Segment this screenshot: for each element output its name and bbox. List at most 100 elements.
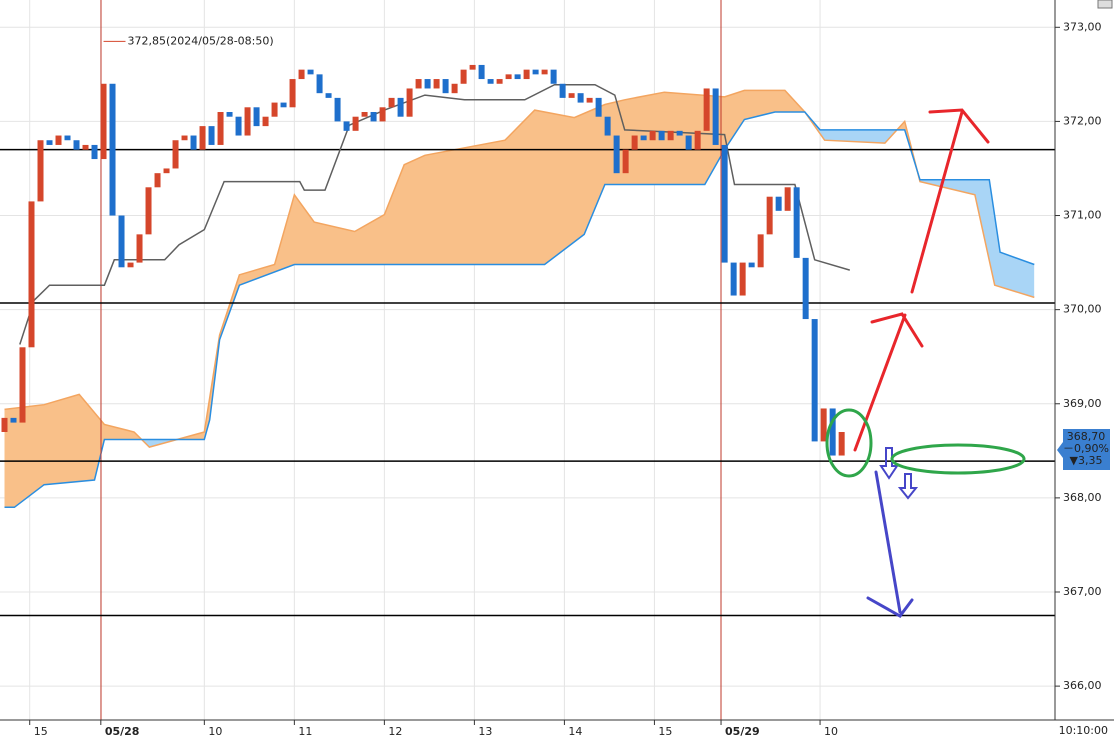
candle <box>496 79 503 84</box>
x-tick-label: 05/29 <box>725 725 760 738</box>
candle <box>118 215 125 268</box>
candle <box>541 69 548 75</box>
x-tick-label: 12 <box>388 725 402 738</box>
candle <box>721 144 728 263</box>
candle <box>46 140 53 145</box>
candle <box>424 79 431 89</box>
span-b-line <box>4 111 1035 509</box>
x-tick-label: 14 <box>568 725 582 738</box>
candle <box>235 116 242 136</box>
candle <box>829 408 836 456</box>
candle <box>388 97 395 108</box>
candle <box>397 97 404 117</box>
candle <box>802 257 809 320</box>
candle <box>163 168 170 174</box>
candle <box>523 69 530 80</box>
x-tick-label: 13 <box>478 725 492 738</box>
candle <box>181 135 188 141</box>
candle <box>271 102 278 117</box>
candle <box>109 83 116 216</box>
x-tick-label: 15 <box>658 725 672 738</box>
candle <box>127 262 134 268</box>
candle <box>343 121 350 131</box>
x-tick-label: 10 <box>824 725 838 738</box>
candle <box>379 107 386 122</box>
candle <box>712 88 719 145</box>
annotation-label: 372,85(2024/05/28-08:50) <box>128 34 274 47</box>
candle <box>190 135 197 150</box>
candle <box>73 140 80 150</box>
candle <box>1 417 8 432</box>
candle <box>334 97 341 122</box>
y-tick-label: 371,00 <box>1063 209 1102 222</box>
y-tick-label: 370,00 <box>1063 303 1102 316</box>
red-arrow <box>910 108 990 294</box>
candle <box>469 64 476 70</box>
candle <box>532 69 539 75</box>
price-change: －0,90% <box>1063 442 1109 455</box>
candle <box>442 79 449 94</box>
blue-small-arrow <box>897 473 919 500</box>
candle <box>325 93 332 98</box>
candle <box>622 149 629 174</box>
candle <box>262 116 269 127</box>
y-tick-label: 373,00 <box>1063 20 1102 33</box>
candle <box>154 173 161 188</box>
candle <box>280 102 287 108</box>
candle <box>307 69 314 75</box>
candle <box>64 135 71 141</box>
candle <box>478 64 485 80</box>
candle <box>739 262 746 296</box>
candle <box>217 112 224 145</box>
candle <box>793 187 800 258</box>
candle <box>145 187 152 235</box>
plot: 372,85(2024/05/28-08:50) <box>0 34 1055 617</box>
time-label: 10:10:00 <box>1059 724 1108 737</box>
corner-icon[interactable] <box>1097 0 1113 9</box>
candle <box>568 93 575 98</box>
candle <box>505 74 512 80</box>
candle <box>82 144 89 150</box>
x-tick-label: 11 <box>298 725 312 738</box>
price-label: 368,70 <box>1067 430 1106 443</box>
candle <box>577 93 584 103</box>
candle <box>559 83 566 98</box>
candle <box>703 88 710 131</box>
blue-small-arrow <box>879 447 899 480</box>
candle <box>460 69 467 84</box>
candle <box>55 135 62 145</box>
candle <box>433 79 440 89</box>
candle <box>487 79 494 84</box>
candle <box>253 107 260 127</box>
candle <box>640 135 647 141</box>
x-tick-label: 15 <box>34 725 48 738</box>
candle <box>586 97 593 103</box>
candle <box>199 126 206 150</box>
candle <box>595 97 602 117</box>
candle <box>514 74 521 80</box>
y-tick-label: 368,00 <box>1063 491 1102 504</box>
candle <box>361 112 368 117</box>
hand-drawings <box>825 108 1026 618</box>
y-tick-label: 366,00 <box>1063 679 1102 692</box>
candle <box>730 262 737 296</box>
candle <box>550 69 557 84</box>
candle <box>415 79 422 89</box>
candle <box>838 432 845 456</box>
y-tick-label: 369,00 <box>1063 397 1102 410</box>
candle <box>91 144 98 160</box>
candle <box>748 262 755 268</box>
y-tick-label: 372,00 <box>1063 114 1102 127</box>
candle <box>244 107 251 136</box>
candle <box>172 140 179 169</box>
candle <box>451 83 458 94</box>
candle <box>10 417 17 423</box>
candle <box>226 112 233 117</box>
candle <box>208 126 215 145</box>
candle <box>316 74 323 94</box>
candle <box>289 79 296 108</box>
x-tick-label: 05/28 <box>105 725 140 738</box>
span-a-line <box>4 89 1035 448</box>
candle <box>298 69 305 80</box>
